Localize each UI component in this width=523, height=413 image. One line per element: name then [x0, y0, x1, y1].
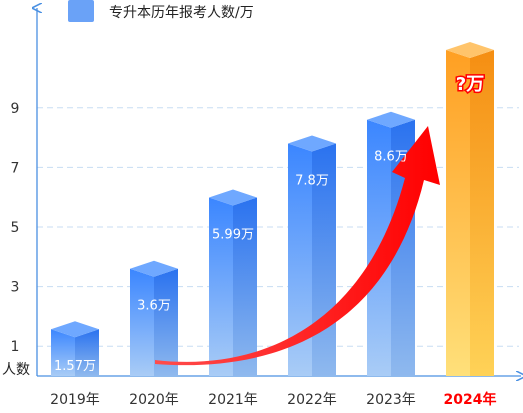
grid-lines	[37, 107, 519, 347]
bar-top	[130, 260, 178, 277]
legend-swatch	[68, 0, 94, 22]
bar-face-left	[288, 143, 312, 376]
data-labels: 1.57万 3.6万 5.99万 7.8万 8.6万 ?万	[54, 73, 486, 375]
legend-label: 专升本历年报考人数/万	[109, 5, 254, 21]
bar	[446, 42, 494, 376]
y-tick-label: 1	[11, 339, 20, 355]
y-tick-label: 7	[11, 160, 20, 176]
trend-arrow-shape	[155, 126, 440, 366]
bar-top	[209, 189, 257, 206]
bar-face-right	[470, 50, 494, 376]
bar-face-right	[154, 268, 178, 376]
bar-face-left	[130, 268, 154, 376]
x-tick-label: 2019年	[50, 392, 100, 408]
data-label: 5.99万	[212, 227, 254, 242]
bar-face-right	[75, 329, 99, 376]
bar-face-left	[446, 50, 470, 376]
bar-face-left	[51, 329, 75, 376]
axes: 1 3 5 7 9 人数 2019年 2020年 2021年 2022年 2023年 2024年	[2, 8, 521, 408]
x-tick-label: 2021年	[208, 392, 258, 408]
x-tick-label: 2024年	[444, 391, 497, 408]
bars	[51, 42, 494, 376]
bar-face-right	[233, 197, 257, 376]
bar	[288, 135, 336, 376]
y-axis-label: 人数	[2, 362, 30, 378]
data-label: 8.6万	[374, 150, 408, 165]
y-tick-label: 3	[11, 280, 20, 296]
bar	[130, 260, 178, 376]
y-tick-label: 9	[11, 101, 20, 117]
bar-face-left	[209, 197, 233, 376]
bar-top	[51, 321, 99, 338]
bar-top	[367, 111, 415, 128]
data-label: 3.6万	[137, 299, 171, 314]
x-tick-label: 2023年	[366, 392, 416, 408]
data-label: 7.8万	[295, 174, 329, 189]
x-tick-label: 2022年	[287, 392, 337, 408]
x-tick-label: 2020年	[129, 392, 179, 408]
y-tick-label: 5	[11, 220, 20, 236]
bar-top	[288, 135, 336, 152]
data-label-highlight: ?万	[456, 74, 484, 95]
bar-top	[446, 42, 494, 58]
data-label: 1.57万	[54, 359, 96, 374]
bar	[209, 189, 257, 376]
trend-arrow	[155, 126, 440, 366]
legend: 专升本历年报考人数/万	[68, 0, 254, 22]
bar	[51, 321, 99, 376]
